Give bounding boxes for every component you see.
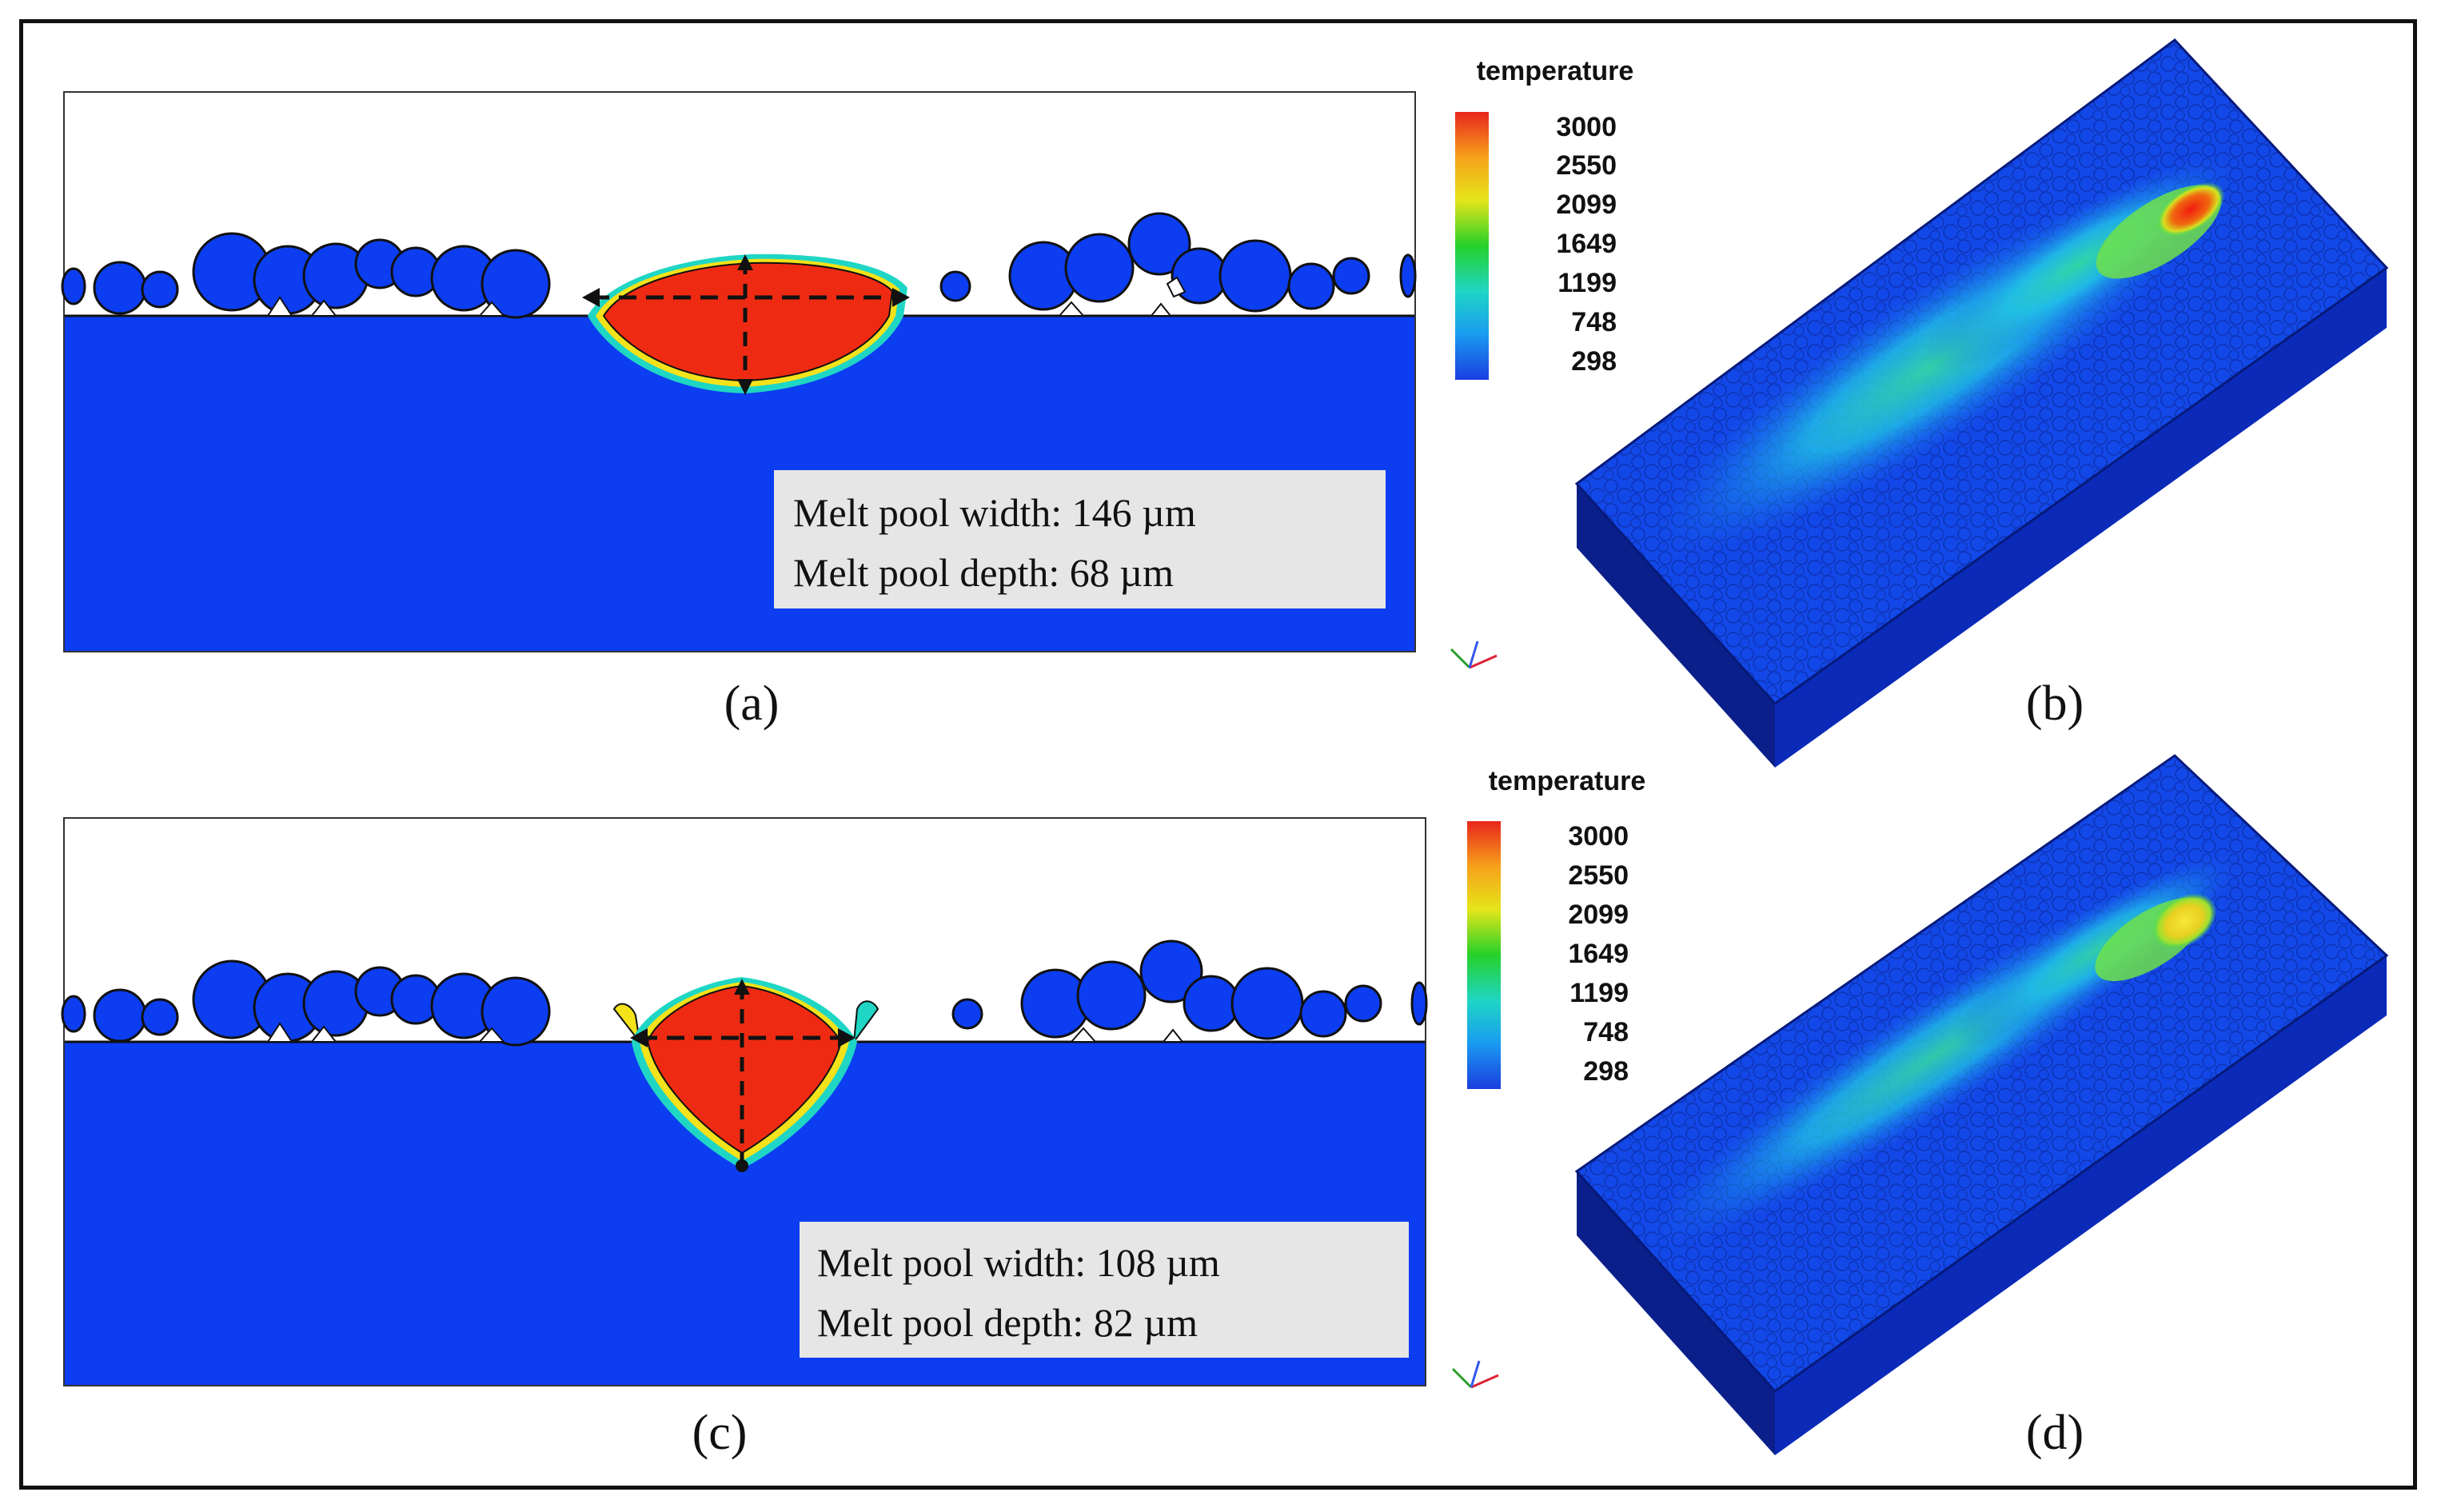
colorbar-bottom-tick-4: 1199 xyxy=(1569,978,1629,1008)
colorbar-top-title: temperature xyxy=(1477,56,1634,86)
colorbar-top-gradient xyxy=(1455,112,1489,380)
panel-c-measurement-box xyxy=(800,1222,1409,1358)
panel-a-cross-section: Melt pool width: 146 µm Melt pool depth:… xyxy=(61,91,1417,731)
colorbar-bottom-title: temperature xyxy=(1489,766,1646,796)
panel-b-3d-temperature-field: (b) xyxy=(1574,38,2389,768)
panel-c-melt-pool xyxy=(612,977,879,1169)
panel-a-dimension-arrows xyxy=(582,254,910,395)
panel-a-label: (a) xyxy=(724,676,780,731)
axis-triad-top-icon xyxy=(1450,640,1498,669)
panel-b-hot-spot xyxy=(2156,182,2225,237)
colorbar-bottom-tick-1: 2550 xyxy=(1568,860,1629,891)
panel-a-depth-text: Melt pool depth: 68 µm xyxy=(793,550,1174,595)
panel-c-width-text: Melt pool width: 108 µm xyxy=(817,1240,1220,1285)
colorbar-top: temperature 3000 2550 2099 1649 1199 748… xyxy=(1450,56,1634,669)
panel-d-label: (d) xyxy=(2026,1406,2084,1460)
colorbar-top-tick-2: 2099 xyxy=(1556,189,1617,220)
panel-a-measurement-box xyxy=(774,470,1386,608)
colorbar-bottom-gradient xyxy=(1467,821,1501,1089)
panel-c-cross-section: Melt pool width: 108 µm Melt pool depth:… xyxy=(61,817,1428,1460)
panel-b-label: (b) xyxy=(2026,676,2084,731)
panel-a-powder-particles xyxy=(61,212,1417,319)
colorbar-bottom-tick-0: 3000 xyxy=(1568,821,1629,852)
panel-c-label: (c) xyxy=(692,1406,748,1460)
colorbar-top-tick-5: 748 xyxy=(1571,307,1617,337)
colorbar-bottom-tick-2: 2099 xyxy=(1568,900,1629,930)
colorbar-top-tick-6: 298 xyxy=(1571,346,1617,377)
colorbar-top-tick-3: 1649 xyxy=(1556,229,1617,259)
axis-triad-bottom-icon xyxy=(1451,1360,1499,1389)
colorbar-bottom-tick-3: 1649 xyxy=(1568,939,1629,969)
panel-c-dimension-arrows xyxy=(630,979,856,1172)
panel-a-melt-pool xyxy=(588,253,907,393)
panel-c-depth-text: Melt pool depth: 82 µm xyxy=(817,1300,1198,1345)
colorbar-bottom: temperature 3000 2550 2099 1649 1199 748… xyxy=(1451,766,1646,1389)
panel-a-width-text: Melt pool width: 146 µm xyxy=(793,490,1196,535)
colorbar-top-tick-1: 2550 xyxy=(1556,150,1617,181)
panel-d-3d-temperature-field: (d) xyxy=(1574,754,2389,1460)
panel-c-powder-particles xyxy=(61,940,1428,1047)
colorbar-bottom-tick-6: 298 xyxy=(1583,1056,1629,1087)
colorbar-bottom-tick-5: 748 xyxy=(1583,1017,1629,1047)
colorbar-top-tick-0: 3000 xyxy=(1556,112,1617,142)
panel-d-hot-spot xyxy=(2152,893,2217,949)
colorbar-top-tick-4: 1199 xyxy=(1558,268,1617,298)
